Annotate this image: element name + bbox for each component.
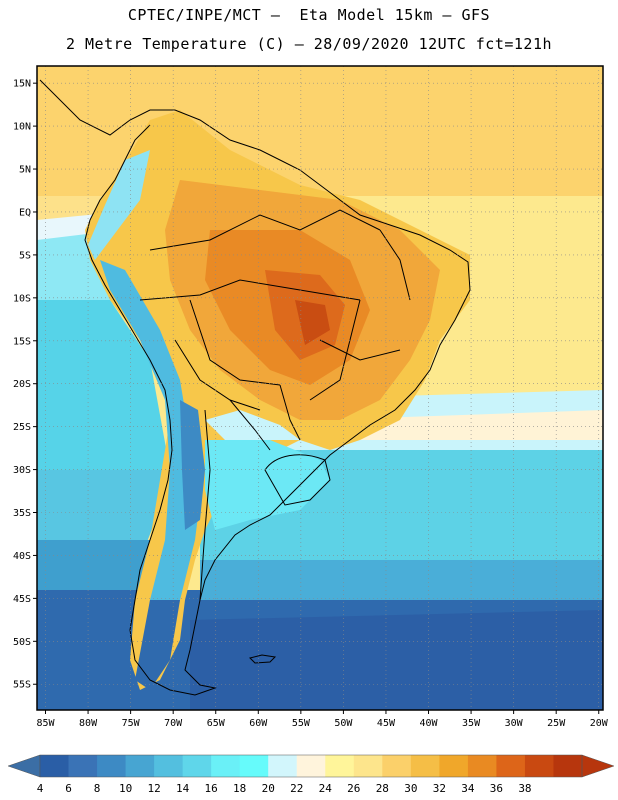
colorbar-swatch [496, 755, 526, 777]
colorbar-swatch [97, 755, 127, 777]
lon-tick-label: 35W [462, 718, 481, 729]
lat-tick-label: 10S [13, 293, 31, 304]
colorbar-under-arrow [7, 754, 41, 778]
colorbar-label: 12 [147, 782, 160, 795]
colorbar-swatch [410, 755, 440, 777]
colorbar-label: 4 [37, 782, 44, 795]
colorbar-label: 14 [176, 782, 190, 795]
map-subtitle: 2 Metre Temperature (C) – 28/09/2020 12U… [65, 35, 553, 53]
map-frame [36, 65, 604, 711]
colorbar-label: 38 [518, 782, 531, 795]
colorbar-label: 10 [119, 782, 132, 795]
lat-tick-label: 55S [13, 680, 31, 691]
colorbar-outline [39, 754, 583, 778]
colorbar-label: 36 [490, 782, 503, 795]
colorbar-label: 22 [290, 782, 303, 795]
lon-tick-label: 80W [79, 718, 98, 729]
temperature-field [37, 66, 603, 710]
colorbar-swatch [239, 755, 269, 777]
colorbar-swatch [268, 755, 298, 777]
lat-tick-label: 45S [13, 594, 31, 605]
lon-tick-label: 50W [334, 718, 353, 729]
lat-tick-label: 30S [13, 465, 31, 476]
colorbar-swatch [439, 755, 469, 777]
map-title: CPTEC/INPE/MCT – Eta Model 15km – GFS [127, 6, 491, 24]
lon-tick-label: 45W [377, 718, 396, 729]
lon-tick-label: 40W [419, 718, 438, 729]
lon-tick-label: 55W [292, 718, 311, 729]
colorbar-swatch [125, 755, 155, 777]
coastlines [39, 79, 471, 696]
colorbar-over-arrow [581, 754, 615, 778]
colorbar-label: 18 [233, 782, 246, 795]
colorbar-swatch [40, 755, 70, 777]
colorbar: 4 6 8 10 12 14 16 18 20 22 24 26 28 30 32 34 36 38 [7, 754, 615, 795]
lon-tick-label: 70W [164, 718, 183, 729]
lat-tick-label: 5N [19, 165, 31, 176]
colorbar-swatch [68, 755, 98, 777]
colorbar-swatch [553, 755, 583, 777]
lon-tick-label: 20W [590, 718, 609, 729]
lon-tick-label: 60W [249, 718, 268, 729]
lat-tick-label: 15N [13, 79, 31, 90]
colorbar-swatch [353, 755, 383, 777]
colorbar-swatch [154, 755, 184, 777]
lat-tick-label: 10N [13, 122, 31, 133]
lat-tick-label: EQ [19, 207, 31, 218]
gridlines [37, 66, 603, 710]
lon-tick-label: 75W [122, 718, 141, 729]
colorbar-swatch [382, 755, 412, 777]
colorbar-label: 16 [205, 782, 218, 795]
colorbar-label: 34 [461, 782, 475, 795]
lon-tick-label: 25W [547, 718, 566, 729]
lat-tick-label: 5S [19, 250, 31, 261]
colorbar-label: 32 [433, 782, 446, 795]
colorbar-swatch [325, 755, 355, 777]
lat-tick-label: 40S [13, 551, 31, 562]
colorbar-label: 8 [94, 782, 101, 795]
lon-tick-label: 65W [207, 718, 226, 729]
colorbar-label: 26 [347, 782, 360, 795]
lat-tick-label: 15S [13, 336, 31, 347]
colorbar-label: 20 [262, 782, 275, 795]
colorbar-swatch [211, 755, 241, 777]
colorbar-label: 30 [404, 782, 417, 795]
colorbar-label: 28 [376, 782, 389, 795]
colorbar-swatch [182, 755, 212, 777]
colorbar-label: 6 [65, 782, 72, 795]
map-axes: 15N 10N 5N EQ 5S 10S 15S 20S 25S 30S 35S 40S 45S 50S 5… [13, 79, 609, 729]
colorbar-label: 24 [319, 782, 333, 795]
colorbar-swatch [467, 755, 497, 777]
colorbar-swatch [524, 755, 554, 777]
colorbar-swatch [296, 755, 326, 777]
lat-tick-label: 20S [13, 379, 31, 390]
lon-tick-label: 85W [36, 718, 55, 729]
lat-tick-label: 25S [13, 422, 31, 433]
lon-tick-label: 30W [505, 718, 524, 729]
lat-tick-label: 35S [13, 508, 31, 519]
lat-tick-label: 50S [13, 637, 31, 648]
